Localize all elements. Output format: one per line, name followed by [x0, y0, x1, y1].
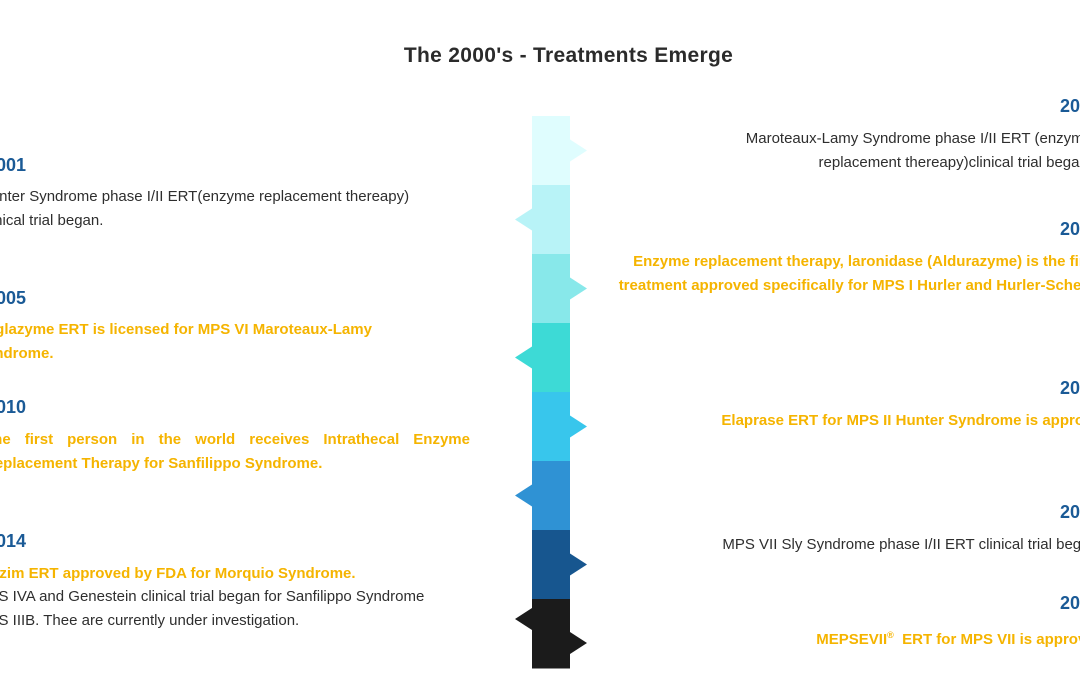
event-year: 2014 — [1059, 502, 1080, 522]
page-title: The 2000's - Treatments Emerge — [403, 44, 734, 67]
product-name: MEPSEVII — [816, 631, 888, 648]
timeline-segment — [532, 254, 570, 324]
timeline-segment — [532, 530, 570, 600]
event-year: 2017 — [1059, 593, 1080, 613]
timeline-segment — [532, 185, 570, 255]
timeline-pointer-right — [570, 139, 587, 162]
timeline-pointer-left — [515, 484, 532, 507]
event-description: MPS VII Sly Syndrome phase I/II ERT clin… — [722, 536, 1080, 553]
timeline-segment — [532, 116, 570, 186]
event-description: Enzyme replacement therapy, laronidase (… — [618, 253, 1080, 294]
event-year: 2001 — [0, 155, 27, 175]
event-description: Hunter Syndrome phase I/II ERT(enzyme re… — [0, 188, 410, 229]
event-year: 2000 — [1059, 96, 1080, 116]
event-description-rest: ERT for MPS VII is approved. — [902, 631, 1080, 648]
timeline-segment — [532, 323, 570, 393]
timeline-pointer-right — [570, 415, 587, 438]
event-description-extra: MPS IVA and Genestein clinical trial beg… — [0, 588, 425, 629]
timeline-pointer-left — [515, 208, 532, 231]
event-year: 2005 — [0, 288, 27, 308]
timeline-pointer-right — [570, 277, 587, 300]
timeline-pointer-left — [515, 608, 532, 630]
event-description: MEPSEVII® ERT for MPS VII is approved. — [600, 623, 1080, 652]
event-description: Elaprase ERT for MPS II Hunter Syndrome … — [721, 412, 1080, 429]
event-year: 2003 — [1059, 219, 1080, 239]
event-year: 2006 — [1059, 378, 1080, 398]
event-year: 2014 — [0, 531, 27, 551]
event-description: The first person in the world receives I… — [0, 431, 470, 472]
timeline-pointer-right — [570, 632, 587, 654]
timeline-pointer-right — [570, 553, 587, 576]
timeline-segment — [532, 392, 570, 462]
timeline-segment — [532, 461, 570, 531]
timeline-segment — [532, 599, 570, 669]
event-description: Vimizim ERT approved by FDA for Morquio … — [0, 565, 356, 582]
registered-mark: ® — [887, 630, 894, 640]
timeline-pointer-left — [515, 346, 532, 369]
event-description: Maroteaux-Lamy Syndrome phase I/II ERT (… — [745, 130, 1080, 171]
event-year: 2010 — [0, 397, 27, 417]
event-description: Naglazyme ERT is licensed for MPS VI Mar… — [0, 321, 372, 362]
